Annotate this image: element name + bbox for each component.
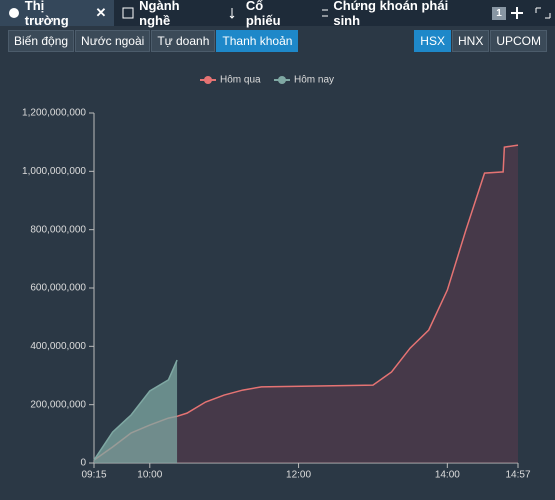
legend-label: Hôm nay	[294, 75, 334, 86]
x-tick-label: 10:00	[137, 470, 162, 481]
tab[interactable]: Ngành nghề	[114, 0, 221, 28]
y-tick-label: 400,000,000	[30, 341, 86, 352]
y-tick-label: 800,000,000	[30, 224, 86, 235]
button[interactable]: Nước ngoài	[75, 30, 151, 52]
y-tick-label: 1,200,000,000	[22, 108, 86, 119]
button[interactable]: Thanh khoản	[216, 30, 299, 52]
tab[interactable]: Chứng khoán phái sinh	[309, 0, 485, 28]
button[interactable]: HSX	[414, 30, 451, 52]
button[interactable]: UPCOM	[490, 30, 547, 52]
legend-label: Hôm qua	[220, 75, 261, 86]
tab-actions[interactable]	[506, 6, 555, 20]
icon	[229, 8, 235, 19]
tab[interactable]: Thị trường ✕	[0, 0, 115, 28]
x-tick-label: 09:15	[81, 470, 106, 481]
y-tick-label: 0	[80, 458, 86, 469]
close[interactable]: ✕	[95, 5, 107, 20]
line	[93, 359, 178, 461]
icon	[9, 8, 19, 18]
icon	[122, 7, 134, 19]
legend-marker	[278, 76, 286, 84]
button[interactable]: Tự doanh	[151, 30, 216, 52]
icon	[321, 9, 329, 17]
tab-bar: Thị trường ✕ Ngành nghề Cổ phiếu Chứng kh…	[0, 0, 555, 28]
area	[94, 145, 518, 463]
view-buttons: Biến động Nước ngoài Tự doanh Thanh khoản	[8, 30, 299, 52]
chart: 0 200,000,000 400,000,000 600,000,000 800,00…	[22, 75, 531, 481]
x-tick-label: 14:57	[505, 470, 530, 481]
badge[interactable]: 1	[492, 6, 506, 20]
y-tick-label: 600,000,000	[30, 283, 86, 294]
x-tick-label: 12:00	[286, 470, 311, 481]
toolbar: Biến động Nước ngoài Tự doanh Thanh khoản H…	[0, 26, 555, 56]
tab-label: Ngành nghề	[139, 0, 180, 28]
tab-label: Chứng khoán phái sinh	[333, 0, 449, 28]
button[interactable]: Biến động	[8, 30, 75, 52]
button[interactable]: HNX	[451, 30, 490, 52]
y-tick-label: 200,000,000	[30, 399, 86, 410]
area	[94, 360, 178, 463]
tab[interactable]: Cổ phiếu	[221, 0, 308, 28]
legend-marker	[204, 76, 212, 84]
y-tick-label: 1,000,000,000	[22, 166, 86, 177]
x-tick-label: 14:00	[435, 470, 460, 481]
tab-label: Thị trường	[24, 0, 69, 28]
tab-label: Cổ phiếu	[245, 0, 281, 28]
exchange-buttons: HSX HNX UPCOM	[414, 30, 547, 52]
